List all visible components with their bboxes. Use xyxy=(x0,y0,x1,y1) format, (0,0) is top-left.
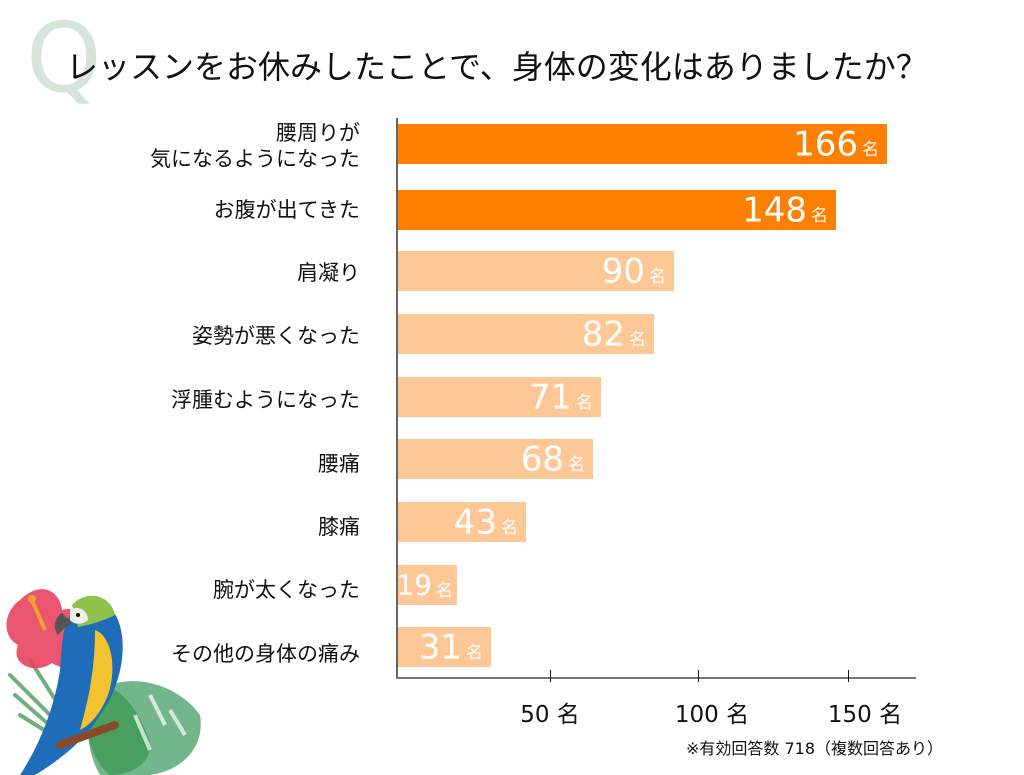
category-label: 腰周りが 気になるようになった xyxy=(150,120,360,172)
category-label: 浮腫むようになった xyxy=(171,388,360,412)
bar-value-label: 148 名 xyxy=(742,190,828,231)
category-label-line1: 腰周りが xyxy=(276,121,360,145)
x-axis-tick-label: 50 名 xyxy=(520,702,580,728)
bar: 90 名 xyxy=(398,251,674,292)
bar: 71 名 xyxy=(398,377,601,418)
y-axis-line xyxy=(396,118,398,678)
question-title: レッスンをお休みしたことで、身体の変化はありましたか？ xyxy=(66,48,928,86)
category-label: お腹が出てきた xyxy=(213,198,360,222)
bar-value-label: 31 名 xyxy=(418,627,483,668)
x-axis-tick xyxy=(848,670,849,682)
bar: 31 名 xyxy=(398,627,491,668)
x-axis-tick-label: 100 名 xyxy=(674,702,750,728)
category-label: 膝痛 xyxy=(318,515,360,539)
category-label: その他の身体の痛み xyxy=(171,642,360,666)
bar: 148 名 xyxy=(398,190,836,231)
bar-value-label: 71 名 xyxy=(528,377,593,418)
x-axis-tick xyxy=(550,670,551,682)
parrot-illustration-icon xyxy=(6,589,201,775)
x-axis-line xyxy=(396,677,916,679)
category-label-line2: 気になるようになった xyxy=(150,147,360,171)
bar: 68 名 xyxy=(398,439,593,480)
category-label: 姿勢が悪くなった xyxy=(192,324,360,348)
category-label: 腰痛 xyxy=(318,452,360,476)
bar-value-label: 90 名 xyxy=(601,251,666,292)
q-mark-decoration: Q xyxy=(26,2,102,114)
bar-value-label: 19 名 xyxy=(396,568,453,602)
category-label: 腕が太くなった xyxy=(213,578,360,602)
bar: 82 名 xyxy=(398,314,654,355)
bar: 166 名 xyxy=(398,124,887,165)
bar-value-label: 82 名 xyxy=(581,314,646,355)
respondent-note: ※有効回答数 718（複数回答あり） xyxy=(686,739,944,758)
bar-value-label: 166 名 xyxy=(793,124,879,165)
x-axis-tick-label: 150 名 xyxy=(827,702,903,728)
bar: 19 名 xyxy=(396,565,457,605)
category-label: 肩凝り xyxy=(297,261,360,285)
bar: 43 名 xyxy=(398,502,526,543)
bar-value-label: 43 名 xyxy=(453,502,518,543)
x-axis-tick xyxy=(698,670,699,682)
bar-value-label: 68 名 xyxy=(520,439,585,480)
